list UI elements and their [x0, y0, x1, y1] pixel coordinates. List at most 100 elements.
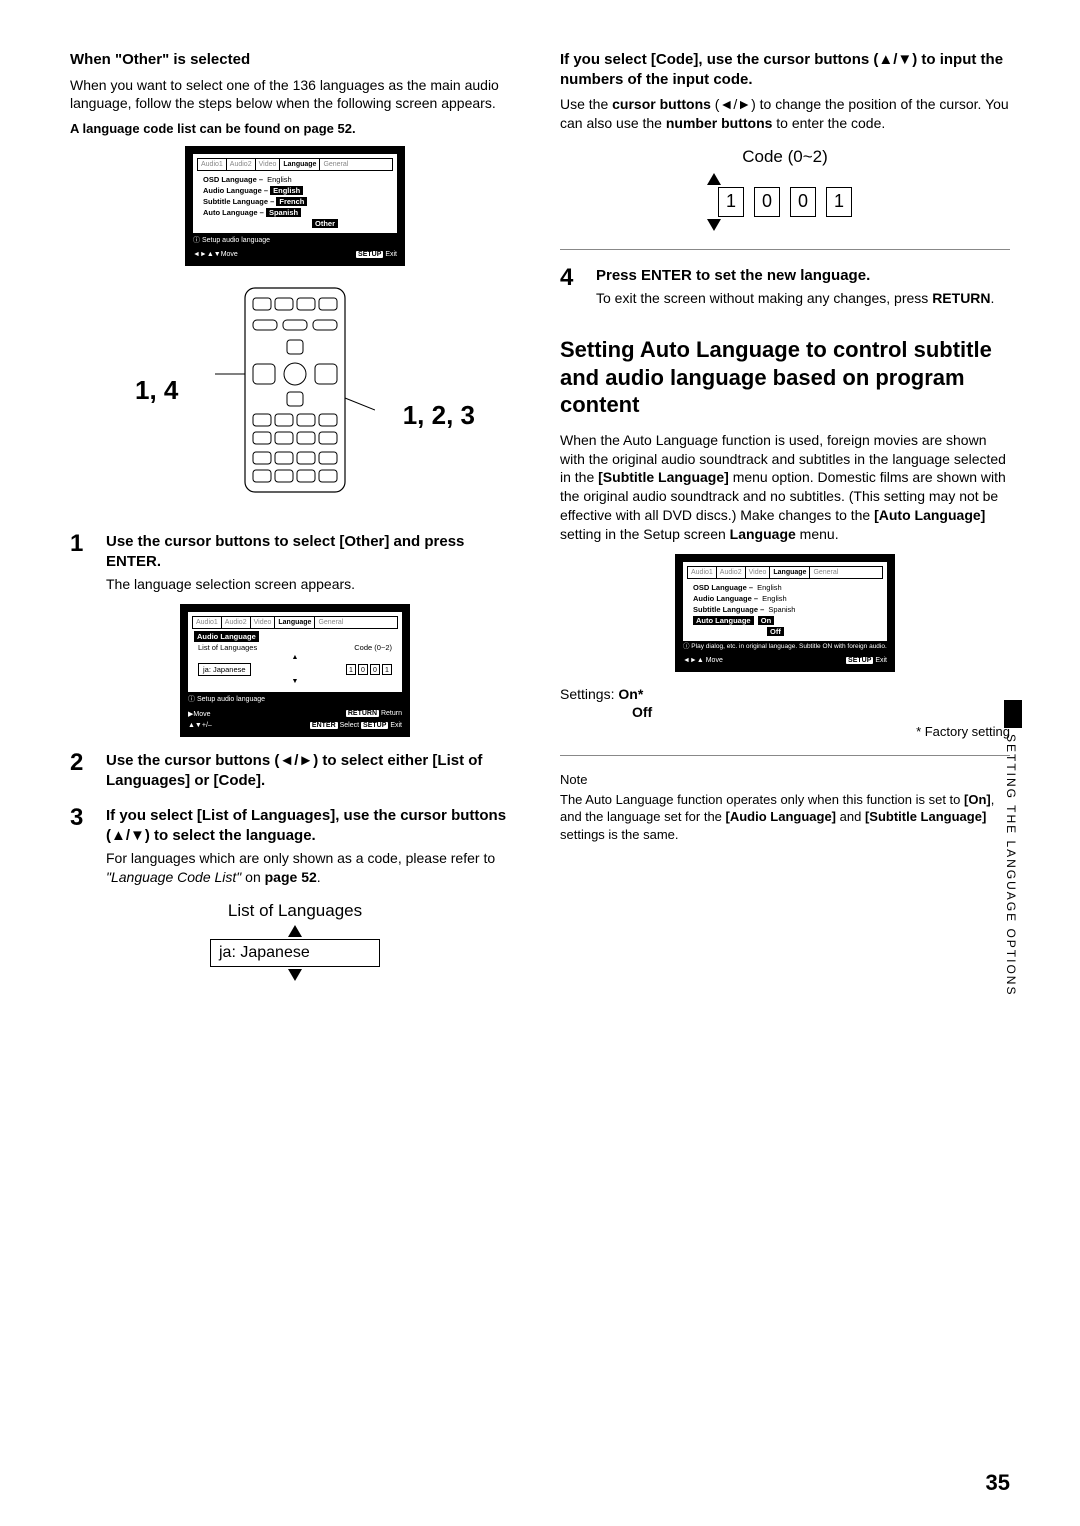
osd2-foot: ▶Move [188, 710, 211, 718]
step-4-text: To exit the screen without making any ch… [596, 289, 1010, 308]
osd1-tab: Video [256, 159, 281, 170]
osd3-tab: General [810, 567, 841, 578]
osd2-tab: Video [251, 617, 276, 628]
lang-field: ja: Japanese [210, 939, 380, 967]
osd1-info: ⓘ Setup audio language [193, 233, 397, 247]
osd3-tab: Audio2 [717, 567, 746, 578]
side-text: SETTING THE LANGUAGE OPTIONS [1004, 734, 1018, 996]
osd2-tab: Audio2 [222, 617, 251, 628]
remote-icon [215, 280, 375, 500]
code-title: Code (0~2) [685, 147, 885, 167]
arrow-down-icon [288, 969, 302, 981]
step-4-num: 4 [560, 266, 582, 308]
osd2-cell: 0 [358, 664, 368, 675]
osd3-tab: Audio1 [688, 567, 717, 578]
step-1-num: 1 [70, 532, 92, 594]
osd2-tab: Audio1 [193, 617, 222, 628]
arrow-up-icon [288, 925, 302, 937]
list-languages-diagram: List of Languages ja: Japanese [70, 901, 520, 981]
osd1-foot-move: ◄►▲▼Move [193, 251, 238, 258]
settings-line: Settings: On* [560, 686, 1010, 702]
osd2-cell: 0 [370, 664, 380, 675]
step-2-num: 2 [70, 751, 92, 794]
osd1-other: Other [312, 219, 338, 228]
osd2-foot-btn: SETUP [361, 722, 388, 729]
step-3-num: 3 [70, 806, 92, 887]
step-4-head: Press ENTER to set the new language. [596, 266, 1010, 286]
auto-lang-para: When the Auto Language function is used,… [560, 431, 1010, 544]
osd2-code-label: Code (0~2) [354, 643, 392, 652]
osd1-row-label: OSD Language – [203, 175, 263, 184]
step-2-head: Use the cursor buttons (◄/►) to select e… [106, 751, 520, 790]
osd1-foot-exit: Exit [385, 251, 397, 258]
osd2-cell: 1 [382, 664, 392, 675]
sub-code-list: A language code list can be found on pag… [70, 121, 520, 136]
osd3-row-val: English [757, 583, 782, 592]
osd3-off: Off [767, 627, 784, 636]
osd2-foot-btn: RETURN [346, 710, 379, 717]
step-1-text: The language selection screen appears. [106, 575, 520, 594]
osd1-foot-btn: SETUP [356, 251, 383, 258]
osd3-tab-active: Language [770, 567, 810, 578]
osd1-tab: General [320, 159, 351, 170]
osd1-tab: Audio2 [227, 159, 256, 170]
osd2-tab-active: Language [275, 617, 315, 628]
osd2-foot: Exit [390, 722, 402, 729]
osd1-row-label: Auto Language – [203, 208, 264, 217]
page-number: 35 [986, 1470, 1010, 1496]
remote-label-left: 1, 4 [135, 375, 178, 406]
code-diagram: Code (0~2) 1 0 0 1 [685, 147, 885, 231]
osd3-row-label: Subtitle Language – [693, 605, 764, 614]
osd3-row-label: OSD Language – [693, 583, 753, 592]
osd-screen-1: Audio1 Audio2 Video Language General OSD… [185, 146, 405, 266]
osd2-foot: ▲▼+/– [188, 722, 212, 729]
osd3-row-val: Spanish [768, 605, 795, 614]
heading-other-selected: When "Other" is selected [70, 50, 520, 70]
osd3-row-label: Audio Language – [693, 594, 758, 603]
step-1-head: Use the cursor buttons to select [Other]… [106, 532, 520, 571]
remote-diagram: 1, 4 [115, 280, 475, 520]
para-other: When you want to select one of the 136 l… [70, 76, 520, 114]
osd3-tab: Video [746, 567, 771, 578]
note-text: The Auto Language function operates only… [560, 791, 1010, 844]
osd1-row-val: English [270, 186, 303, 195]
osd1-row-val: French [276, 197, 307, 206]
side-tab-marker [1004, 700, 1022, 728]
osd3-foot: Exit [875, 657, 887, 664]
step-3-text: For languages which are only shown as a … [106, 849, 520, 887]
osd2-tab: General [315, 617, 346, 628]
code-cell: 0 [754, 187, 780, 217]
osd-screen-3: Audio1 Audio2 Video Language General OSD… [675, 554, 895, 672]
osd2-hrow: Audio Language [194, 631, 259, 642]
code-cell: 1 [826, 187, 852, 217]
divider [560, 755, 1010, 756]
osd1-row-label: Audio Language – [203, 186, 268, 195]
arrow-up-icon [707, 173, 721, 185]
note-head: Note [560, 772, 1010, 787]
osd3-auto-label: Auto Language [693, 616, 754, 625]
code-para: Use the cursor buttons (◄/►) to change t… [560, 95, 1010, 133]
osd1-row-val: English [267, 175, 292, 184]
osd2-list-label: List of Languages [198, 643, 257, 652]
osd3-row-val: English [762, 594, 787, 603]
osd1-tab: Audio1 [198, 159, 227, 170]
list-lang-title: List of Languages [70, 901, 520, 921]
remote-label-right: 1, 2, 3 [403, 400, 475, 431]
osd2-foot-btn: ENTER [310, 722, 338, 729]
osd-screen-2: Audio1 Audio2 Video Language General Aud… [180, 604, 410, 737]
osd3-on: On [758, 616, 774, 625]
osd2-info: ⓘ Setup audio language [188, 692, 402, 706]
arrow-down-icon [707, 219, 721, 231]
heading-code-select: If you select [Code], use the cursor but… [560, 50, 1010, 89]
osd3-info: ⓘ Play dialog, etc. in original language… [683, 641, 887, 653]
osd2-foot: Select [340, 722, 359, 729]
factory-note: * Factory setting [560, 724, 1010, 739]
step-3-head: If you select [List of Languages], use t… [106, 806, 520, 845]
code-cell: 1 [718, 187, 744, 217]
divider [560, 249, 1010, 250]
settings-off: Off [632, 704, 1010, 720]
osd1-tab-active: Language [280, 159, 320, 170]
osd1-row-val: Spanish [266, 208, 301, 217]
code-cell: 0 [790, 187, 816, 217]
osd2-foot: Return [381, 710, 402, 717]
